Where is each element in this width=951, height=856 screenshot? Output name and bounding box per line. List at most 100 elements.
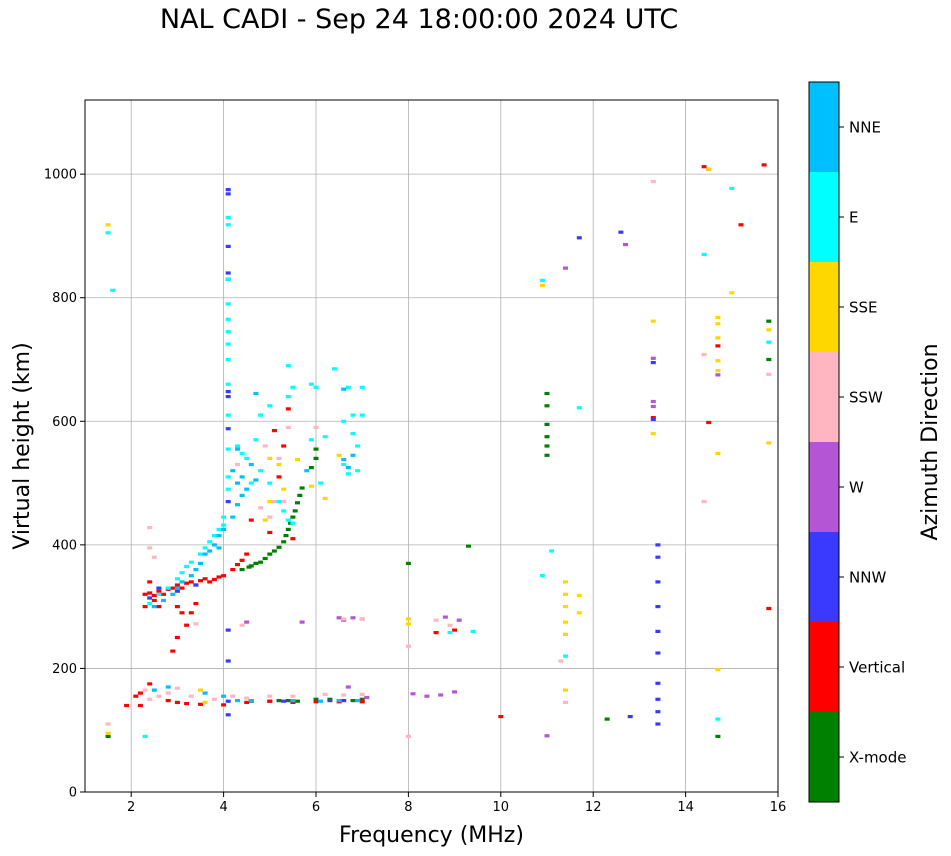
data-point-vertical — [239, 558, 245, 562]
data-point-e — [350, 432, 356, 436]
data-point-ssw — [766, 372, 772, 376]
data-point-nne — [248, 699, 254, 703]
data-point-e — [239, 451, 245, 455]
data-points — [105, 163, 772, 738]
data-point-e — [225, 342, 231, 346]
y-tick-label: 200 — [52, 662, 77, 677]
data-point-nne — [345, 466, 351, 470]
data-point-vertical — [174, 635, 180, 640]
colorbar-tick-label: NNE — [849, 119, 881, 137]
data-point-x-mode — [239, 568, 245, 572]
data-point-nne — [165, 685, 171, 689]
data-point-e — [258, 469, 264, 473]
data-point-ssw — [267, 515, 273, 519]
data-point-vertical — [142, 592, 148, 596]
data-point-ssw — [313, 425, 319, 430]
data-point-x-mode — [308, 466, 314, 470]
data-point-vertical — [198, 579, 203, 583]
data-point-ssw — [105, 722, 111, 726]
data-point-e — [308, 382, 314, 386]
data-point-e — [258, 413, 264, 417]
data-point-nnw — [156, 586, 162, 590]
data-point-e — [729, 186, 735, 190]
data-point-sse — [715, 336, 721, 340]
colorbar-tick-label: NNW — [849, 569, 886, 587]
data-point-w — [364, 695, 370, 700]
data-point-e — [225, 413, 231, 417]
data-point-w — [623, 243, 628, 247]
data-point-w — [438, 693, 444, 697]
data-point-w — [299, 620, 305, 624]
data-point-sse — [336, 453, 342, 457]
data-point-vertical — [715, 344, 721, 348]
colorbar: X-mode Vertical NNW W SSW SSE E NNE — [808, 81, 906, 803]
data-point-sse — [308, 484, 314, 488]
data-point-sse — [766, 441, 772, 445]
data-point-e — [285, 395, 291, 399]
data-point-vertical — [170, 649, 176, 653]
data-point-nnw — [650, 361, 656, 365]
data-point-vertical — [179, 586, 185, 590]
data-point-nnw — [225, 271, 231, 275]
data-point-sse — [766, 328, 772, 332]
data-point-sse — [563, 605, 568, 609]
data-point-vertical — [706, 420, 712, 425]
data-point-x-mode — [276, 545, 282, 549]
data-point-nne — [290, 699, 296, 703]
data-point-w — [336, 616, 342, 620]
data-point-ssw — [239, 623, 245, 627]
data-point-ssw — [563, 700, 568, 704]
data-point-x-mode — [276, 699, 282, 703]
data-point-nne — [151, 688, 157, 692]
x-tick-label: 8 — [404, 800, 412, 815]
data-point-nnw — [655, 555, 661, 559]
data-point-e — [345, 385, 351, 389]
data-point-nnw — [655, 681, 661, 685]
data-point-sse — [276, 462, 282, 467]
data-point-e — [345, 472, 351, 476]
data-point-e — [322, 435, 328, 439]
data-point-e — [576, 406, 582, 410]
data-point-sse — [105, 223, 111, 227]
data-point-sse — [563, 632, 568, 636]
data-point-x-mode — [313, 447, 319, 451]
data-point-nne — [318, 699, 324, 703]
data-point-x-mode — [544, 453, 550, 457]
data-point-nne — [211, 543, 217, 547]
data-point-nnw — [655, 651, 661, 655]
data-point-vertical — [276, 475, 282, 479]
data-point-e — [539, 574, 545, 578]
data-point-vertical — [198, 702, 203, 706]
data-point-vertical — [184, 702, 190, 706]
data-point-x-mode — [297, 493, 303, 497]
data-point-nnw — [627, 715, 633, 719]
data-point-e — [308, 438, 314, 442]
data-point-x-mode — [544, 435, 550, 439]
data-point-vertical — [281, 444, 287, 448]
data-point-vertical — [151, 593, 157, 598]
data-point-e — [211, 534, 217, 538]
data-point-e — [225, 447, 231, 451]
colorbar-frame — [808, 81, 840, 803]
data-point-w — [650, 399, 656, 404]
data-point-nne — [235, 447, 240, 451]
data-point-vertical — [184, 623, 190, 627]
data-point-vertical — [207, 580, 213, 584]
data-point-sse — [563, 580, 568, 584]
colorbar-swatch — [809, 82, 839, 172]
data-point-sse — [576, 593, 582, 598]
plot-frame — [84, 99, 779, 793]
data-point-vertical — [179, 611, 185, 615]
data-point-vertical — [188, 611, 194, 615]
data-point-x-mode — [313, 697, 319, 701]
data-point-sse — [267, 456, 273, 460]
data-point-e — [165, 586, 171, 590]
colorbar-tick-label: X-mode — [849, 749, 906, 767]
x-tick-label: 6 — [312, 800, 320, 815]
data-point-e — [142, 734, 148, 738]
data-point-sse — [281, 487, 287, 491]
data-point-nne — [341, 458, 347, 462]
data-point-vertical — [211, 577, 217, 582]
data-point-vertical — [142, 605, 148, 609]
data-point-e — [235, 444, 240, 448]
